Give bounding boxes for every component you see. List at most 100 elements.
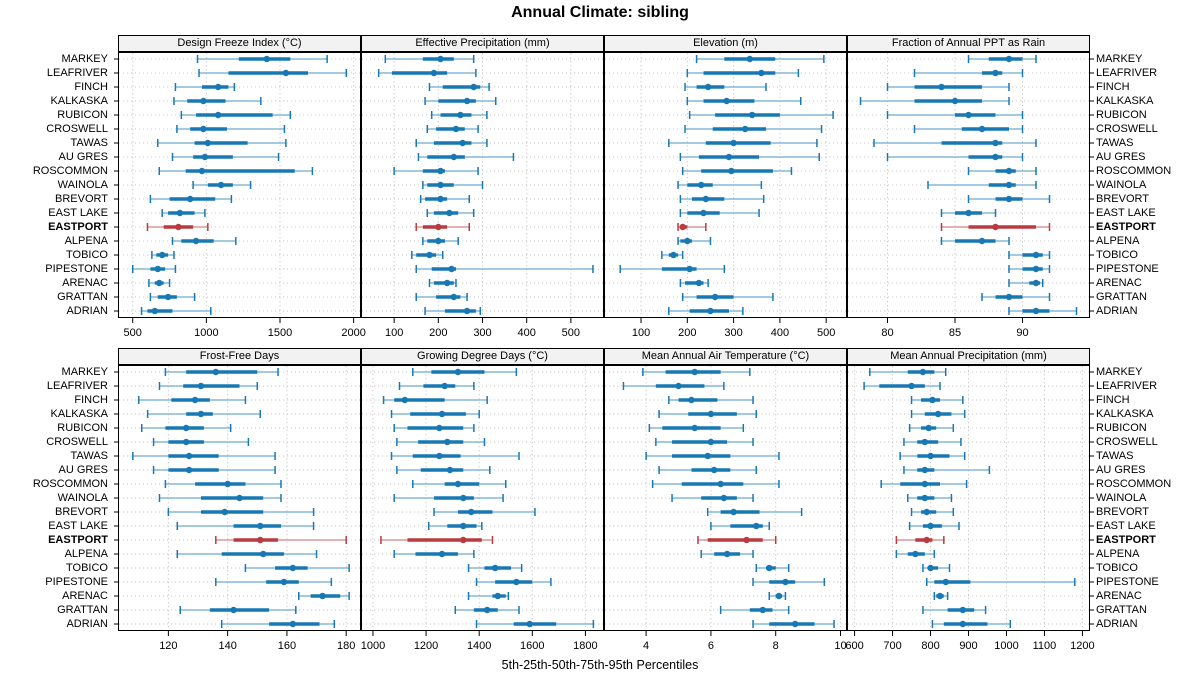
site-label-tawas: TAWAS [70, 137, 108, 149]
site-label-grattan: GRATTAN [1096, 291, 1147, 303]
svg-text:1000: 1000 [194, 327, 218, 339]
site-label-wainola: WAINOLA [1096, 179, 1147, 191]
svg-text:700: 700 [883, 640, 901, 652]
svg-text:400: 400 [771, 327, 789, 339]
site-label-brevort: BREVORT [55, 193, 108, 205]
site-label-leafriver: LEAFRIVER [1096, 380, 1158, 392]
site-label-arenac: ARENAC [62, 277, 108, 289]
site-label-kalkaska: KALKASKA [50, 408, 108, 420]
panel-plot-fraction-ppt-as-rain: 80 85 90 [847, 52, 1094, 339]
svg-text:900: 900 [959, 640, 977, 652]
site-label-tobico: TOBICO [1096, 562, 1138, 574]
site-label-pipestone: PIPESTONE [1096, 576, 1159, 588]
site-label-roscommon: ROSCOMMON [1096, 478, 1172, 490]
site-label-rubicon: RUBICON [57, 422, 108, 434]
svg-text:1800: 1800 [573, 640, 597, 652]
panel-plot-design-freeze-index: 500 1000 1500 2000 [114, 52, 366, 339]
site-label-adrian: ADRIAN [1096, 618, 1138, 630]
site-label-finch: FINCH [1096, 81, 1130, 93]
panel-title-mean-annual-air-temperature: Mean Annual Air Temperature (°C) [604, 348, 847, 365]
panel-title-elevation: Elevation (m) [604, 35, 847, 52]
svg-text:1400: 1400 [467, 640, 491, 652]
site-labels-left-row1: MARKEY LEAFRIVER FINCH KALKASKA RUBICON CROSW… [0, 52, 112, 318]
site-label-finch: FINCH [1096, 394, 1130, 406]
site-label-alpena: ALPENA [1096, 548, 1140, 560]
svg-text:6: 6 [708, 640, 714, 652]
site-label-rubicon: RUBICON [57, 109, 108, 121]
site-label-leafriver: LEAFRIVER [1096, 67, 1158, 79]
site-label-grattan: GRATTAN [57, 291, 108, 303]
svg-text:140: 140 [218, 640, 236, 652]
svg-text:100: 100 [385, 327, 403, 339]
site-label-alpena: ALPENA [1096, 235, 1140, 247]
panel-plot-effective-precipitation: 100 200 300 400 500 [361, 52, 604, 339]
svg-text:200: 200 [429, 327, 447, 339]
panel-title-effective-precipitation: Effective Precipitation (mm) [361, 35, 604, 52]
site-label-au-gres: AU GRES [58, 151, 108, 163]
svg-text:500: 500 [124, 327, 142, 339]
site-label-alpena: ALPENA [64, 548, 108, 560]
svg-text:80: 80 [881, 327, 893, 339]
svg-text:8: 8 [773, 640, 779, 652]
site-labels-right-row2: MARKEY LEAFRIVER FINCH KALKASKA RUBICON CROSW… [1091, 365, 1200, 631]
panel-effective-precipitation: Effective Precipitation (mm) 100 200 300 400… [361, 35, 604, 342]
site-label-eastport: EASTPORT [1096, 534, 1156, 546]
site-label-grattan: GRATTAN [1096, 604, 1147, 616]
svg-text:600: 600 [845, 640, 863, 652]
site-label-tobico: TOBICO [66, 249, 108, 261]
panel-growing-degree-days: Growing Degree Days (°C) 1000 1200 1400 1600… [361, 348, 604, 655]
panel-mean-annual-precipitation: Mean Annual Precipitation (mm) 600 700 800 9… [845, 348, 1095, 655]
site-label-wainola: WAINOLA [1096, 492, 1147, 504]
panel-fraction-ppt-as-rain: Fraction of Annual PPT as Rain 80 85 90 [847, 35, 1094, 342]
site-label-tawas: TAWAS [1096, 137, 1134, 149]
svg-text:90: 90 [1016, 327, 1028, 339]
site-label-adrian: ADRIAN [66, 305, 108, 317]
site-label-kalkaska: KALKASKA [50, 95, 108, 107]
site-label-east-lake: EAST LAKE [48, 207, 108, 219]
site-label-arenac: ARENAC [1096, 277, 1142, 289]
site-label-tawas: TAWAS [1096, 450, 1134, 462]
site-label-kalkaska: KALKASKA [1096, 95, 1154, 107]
site-labels-right-row1: MARKEY LEAFRIVER FINCH KALKASKA RUBICON CROSW… [1091, 52, 1200, 318]
site-label-markey: MARKEY [1096, 53, 1143, 65]
panel-elevation: Elevation (m) 100 200 300 400 500 [604, 35, 847, 342]
site-label-roscommon: ROSCOMMON [32, 165, 108, 177]
site-label-grattan: GRATTAN [57, 604, 108, 616]
site-label-east-lake: EAST LAKE [1096, 207, 1156, 219]
svg-text:160: 160 [278, 640, 296, 652]
svg-text:300: 300 [724, 327, 742, 339]
svg-text:500: 500 [562, 327, 580, 339]
site-label-alpena: ALPENA [64, 235, 108, 247]
chart-title: Annual Climate: sibling [511, 4, 689, 21]
panel-title-growing-degree-days: Growing Degree Days (°C) [361, 348, 604, 365]
svg-text:1100: 1100 [1033, 640, 1057, 652]
svg-text:1500: 1500 [268, 327, 292, 339]
panel-plot-frost-free-days: 120 140 160 180 [114, 365, 361, 652]
site-label-brevort: BREVORT [1096, 193, 1149, 205]
site-label-adrian: ADRIAN [66, 618, 108, 630]
panel-title-design-freeze-index: Design Freeze Index (°C) [118, 35, 361, 52]
site-label-brevort: BREVORT [55, 506, 108, 518]
svg-text:10: 10 [834, 640, 846, 652]
site-label-rubicon: RUBICON [1096, 109, 1147, 121]
site-label-croswell: CROSWELL [46, 436, 108, 448]
site-label-roscommon: ROSCOMMON [1096, 165, 1172, 177]
panel-frost-free-days: Frost-Free Days 120 140 160 180 [114, 348, 361, 655]
site-label-au-gres: AU GRES [1096, 151, 1146, 163]
svg-text:4: 4 [643, 640, 649, 652]
site-label-east-lake: EAST LAKE [1096, 520, 1156, 532]
site-label-eastport: EASTPORT [1096, 221, 1156, 233]
site-label-wainola: WAINOLA [57, 179, 108, 191]
site-label-arenac: ARENAC [1096, 590, 1142, 602]
panel-plot-growing-degree-days: 1000 1200 1400 1600 1800 [361, 365, 604, 652]
site-label-kalkaska: KALKASKA [1096, 408, 1154, 420]
site-labels-left-row2: MARKEY LEAFRIVER FINCH KALKASKA RUBICON CROSW… [0, 365, 112, 631]
svg-text:1000: 1000 [994, 640, 1018, 652]
svg-text:100: 100 [632, 327, 650, 339]
panel-title-frost-free-days: Frost-Free Days [118, 348, 361, 365]
svg-text:1200: 1200 [414, 640, 438, 652]
panel-plot-mean-annual-air-temperature: 4 6 8 10 [604, 365, 847, 652]
site-label-rubicon: RUBICON [1096, 422, 1147, 434]
svg-text:200: 200 [678, 327, 696, 339]
